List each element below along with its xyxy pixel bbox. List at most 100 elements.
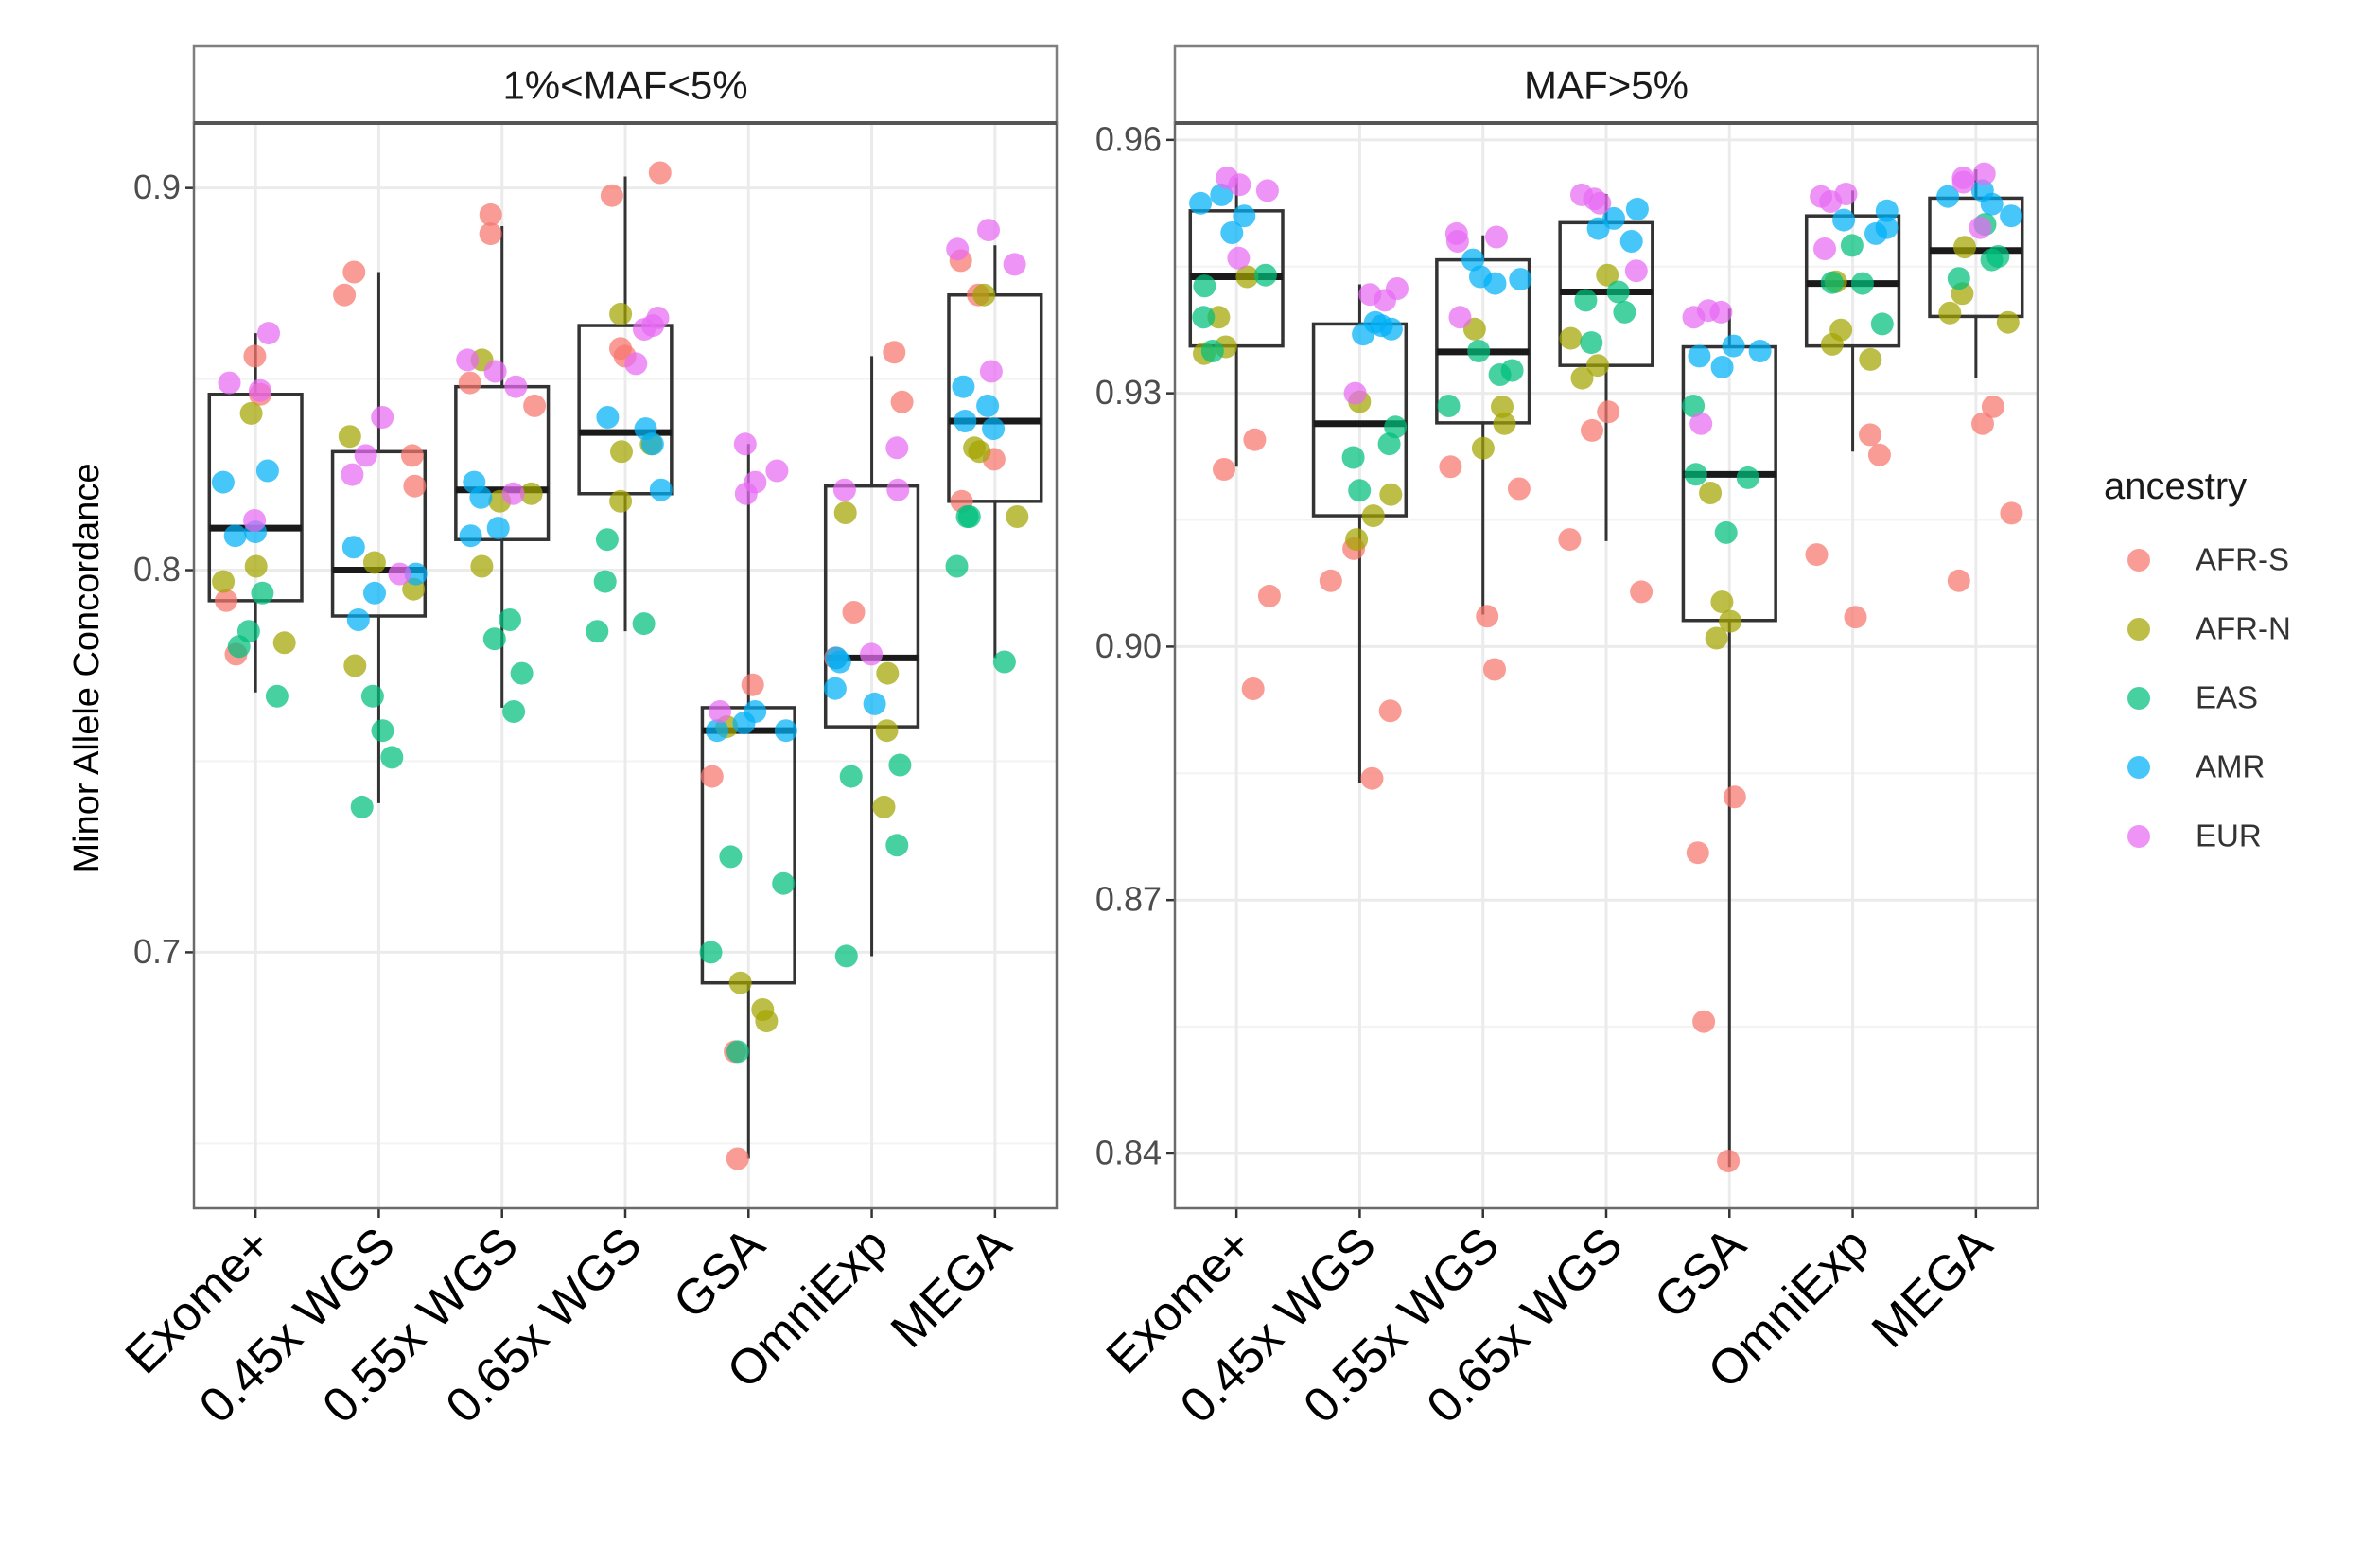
data-point-afr-n xyxy=(1471,436,1495,460)
data-point-amr xyxy=(1980,192,2004,216)
y-tick-label: 0.84 xyxy=(1095,1133,1162,1171)
data-point-eas xyxy=(1377,432,1401,456)
data-point-afr-s xyxy=(1971,412,1994,435)
data-point-afr-n xyxy=(609,489,633,513)
data-point-amr xyxy=(1832,208,1856,232)
data-point-afr-n xyxy=(338,425,361,449)
data-point-afr-n xyxy=(872,795,896,818)
data-point-afr-s xyxy=(479,202,502,226)
data-point-afr-n xyxy=(1710,590,1734,614)
data-point-afr-s xyxy=(890,390,914,413)
data-point-amr xyxy=(863,692,886,715)
data-point-eur xyxy=(1624,259,1648,283)
y-tick-label: 0.8 xyxy=(133,550,181,589)
data-point-eas xyxy=(1193,274,1216,298)
data-point-eas xyxy=(1684,463,1707,486)
data-point-afr-n xyxy=(1006,505,1029,528)
data-point-eur xyxy=(734,482,758,505)
strip-background xyxy=(192,44,1059,125)
data-point-amr xyxy=(952,375,975,398)
data-point-afr-n xyxy=(362,551,386,574)
legend-swatch xyxy=(2127,549,2150,572)
data-point-afr-n xyxy=(875,719,899,743)
data-point-amr xyxy=(1619,230,1643,253)
data-point-eur xyxy=(371,406,394,429)
data-point-eur xyxy=(1255,179,1279,202)
data-point-eur xyxy=(341,463,364,486)
data-point-amr xyxy=(1509,268,1532,291)
y-tick-label: 0.87 xyxy=(1095,880,1162,919)
legend-label: AFR-N xyxy=(2196,611,2291,646)
data-point-amr xyxy=(459,524,482,548)
data-point-eas xyxy=(1980,248,2004,272)
data-point-eas xyxy=(945,554,969,578)
data-point-eas xyxy=(595,528,619,552)
data-point-afr-n xyxy=(1596,263,1619,287)
data-point-eur xyxy=(1228,173,1251,197)
data-point-amr xyxy=(1233,204,1256,228)
data-point-eas xyxy=(1613,300,1636,324)
data-point-afr-s xyxy=(700,765,724,788)
data-point-amr xyxy=(706,719,729,743)
data-point-amr xyxy=(346,608,370,631)
data-point-afr-s xyxy=(1243,428,1267,451)
data-point-afr-s xyxy=(600,184,623,207)
data-point-eas xyxy=(1437,395,1461,417)
legend-item-amr: AMR xyxy=(2127,749,2265,784)
data-point-eur xyxy=(979,360,1003,383)
data-point-eas xyxy=(1200,340,1224,362)
facet-strip: MAF>5% xyxy=(1173,44,2039,125)
data-point-afr-s xyxy=(1360,766,1384,790)
data-point-amr xyxy=(1461,248,1485,272)
data-point-eur xyxy=(257,322,280,345)
legend-item-afr-s: AFR-S xyxy=(2127,542,2289,577)
iqr-box xyxy=(330,449,428,618)
data-point-eas xyxy=(1467,340,1491,362)
data-point-eas xyxy=(371,719,394,743)
data-point-eur xyxy=(354,444,377,467)
data-point-eur xyxy=(1689,412,1713,435)
legend-swatch xyxy=(2127,825,2150,848)
data-point-afr-n xyxy=(1953,236,1976,259)
y-tick-label: 0.93 xyxy=(1095,373,1162,412)
data-point-amr xyxy=(1586,217,1610,240)
data-point-amr xyxy=(774,719,797,743)
legend-label: AMR xyxy=(2196,749,2265,784)
data-point-amr xyxy=(1688,344,1711,368)
data-point-eas xyxy=(839,765,863,788)
data-point-afr-s xyxy=(458,371,481,395)
data-point-eas xyxy=(772,871,796,895)
data-point-afr-s xyxy=(842,601,866,624)
data-point-eas xyxy=(1840,234,1864,257)
data-point-afr-n xyxy=(1938,301,1962,325)
data-point-afr-s xyxy=(1581,418,1603,442)
data-point-eas xyxy=(719,845,743,869)
data-point-eas xyxy=(380,746,404,769)
data-point-afr-n xyxy=(470,554,494,578)
data-point-afr-n xyxy=(1859,347,1882,371)
data-point-eur xyxy=(1682,306,1706,329)
data-point-eas xyxy=(1253,263,1277,287)
facet-title: MAF>5% xyxy=(1524,63,1689,108)
data-point-amr xyxy=(223,524,247,548)
data-point-eas xyxy=(227,635,251,659)
data-point-afr-s xyxy=(1723,785,1746,809)
data-point-amr xyxy=(211,470,235,494)
data-point-eur xyxy=(832,478,856,501)
data-point-afr-n xyxy=(1491,395,1514,418)
data-point-afr-s xyxy=(1597,400,1620,424)
data-point-amr xyxy=(1710,356,1734,378)
data-point-afr-s xyxy=(1558,528,1582,552)
data-point-amr xyxy=(1483,272,1507,295)
data-point-eas xyxy=(1341,446,1365,469)
data-point-afr-n xyxy=(1719,609,1742,633)
data-point-afr-s xyxy=(883,341,906,364)
data-point-eur xyxy=(1969,216,1992,239)
data-point-amr xyxy=(469,485,493,509)
data-point-eur xyxy=(1227,246,1251,270)
data-point-eur xyxy=(1972,162,1996,185)
data-point-eur xyxy=(624,352,648,376)
data-point-afr-n xyxy=(968,440,991,464)
data-point-eas xyxy=(510,661,534,685)
data-point-afr-s xyxy=(1844,606,1867,629)
